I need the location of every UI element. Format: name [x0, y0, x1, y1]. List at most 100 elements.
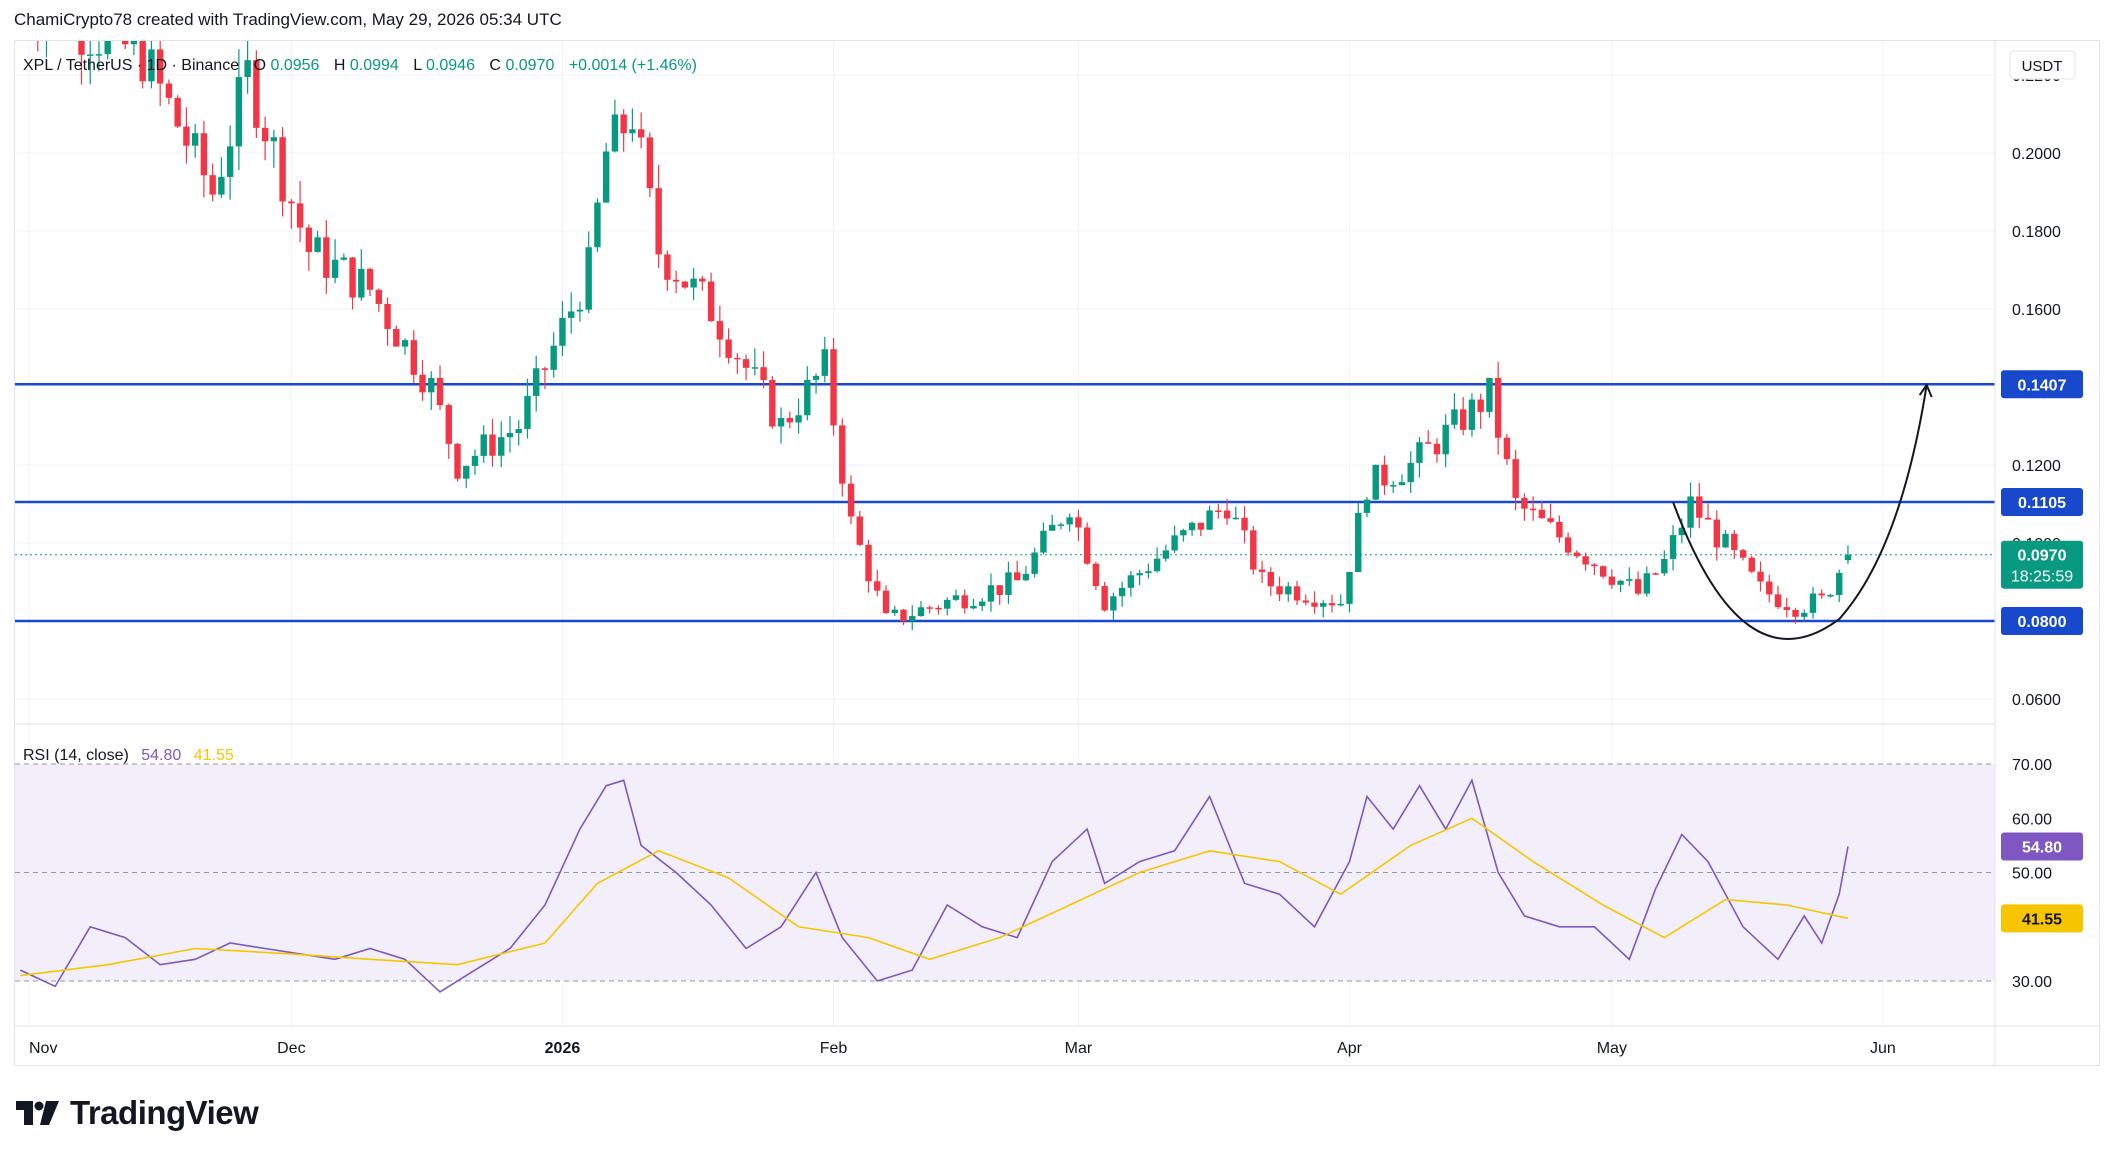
- candle[interactable]: [1425, 430, 1432, 445]
- candle[interactable]: [1573, 550, 1581, 559]
- candle[interactable]: [506, 416, 514, 453]
- candle[interactable]: [209, 163, 216, 202]
- candle[interactable]: [87, 41, 94, 85]
- candle[interactable]: [550, 332, 557, 378]
- candle[interactable]: [961, 589, 968, 614]
- candle[interactable]: [725, 328, 732, 364]
- candle[interactable]: [1591, 563, 1598, 575]
- candle[interactable]: [1267, 567, 1274, 596]
- candle[interactable]: [707, 272, 715, 322]
- candle[interactable]: [1381, 455, 1388, 496]
- candle[interactable]: [296, 181, 304, 243]
- candle[interactable]: [1599, 565, 1607, 579]
- candle[interactable]: [1818, 589, 1825, 599]
- candle[interactable]: [1538, 500, 1546, 519]
- candle[interactable]: [935, 605, 942, 615]
- candle[interactable]: [1171, 525, 1178, 554]
- candle[interactable]: [1564, 532, 1572, 556]
- candle[interactable]: [681, 280, 689, 289]
- candle[interactable]: [1215, 503, 1222, 519]
- candle[interactable]: [585, 231, 592, 314]
- candle[interactable]: [165, 79, 173, 105]
- candle[interactable]: [847, 475, 855, 525]
- candle[interactable]: [1468, 393, 1476, 437]
- time-axis[interactable]: Nov Dec 2026 Feb Mar Apr May Jun: [29, 1040, 1896, 1057]
- candle[interactable]: [1337, 594, 1344, 607]
- candle[interactable]: [987, 573, 995, 612]
- candle[interactable]: [699, 276, 706, 291]
- candle[interactable]: [1512, 449, 1519, 511]
- candle[interactable]: [148, 41, 155, 89]
- candle[interactable]: [996, 585, 1003, 605]
- candle[interactable]: [1127, 570, 1135, 597]
- candle[interactable]: [358, 249, 365, 301]
- candle[interactable]: [1013, 560, 1021, 581]
- candle[interactable]: [218, 157, 225, 198]
- candle[interactable]: [235, 49, 243, 171]
- candle[interactable]: [629, 108, 636, 142]
- candle[interactable]: [1390, 481, 1397, 493]
- candle[interactable]: [1801, 609, 1808, 622]
- candle[interactable]: [489, 418, 496, 467]
- candle[interactable]: [533, 355, 540, 412]
- candle[interactable]: [1241, 506, 1248, 544]
- candle[interactable]: [480, 425, 487, 463]
- candle[interactable]: [1101, 582, 1108, 612]
- candle[interactable]: [952, 589, 960, 601]
- candle[interactable]: [944, 597, 951, 616]
- candle[interactable]: [375, 288, 382, 312]
- candle[interactable]: [78, 41, 85, 85]
- candle[interactable]: [174, 95, 181, 128]
- candle[interactable]: [1083, 522, 1091, 565]
- candle[interactable]: [1783, 597, 1790, 618]
- candle[interactable]: [559, 301, 566, 357]
- candle[interactable]: [393, 325, 400, 347]
- candle[interactable]: [1757, 561, 1764, 592]
- chart-canvas[interactable]: 0.22000.20000.18000.16000.12000.10000.06…: [15, 41, 2101, 1067]
- candle[interactable]: [1302, 594, 1309, 606]
- candle[interactable]: [515, 420, 522, 446]
- candle[interactable]: [1407, 451, 1414, 494]
- candle[interactable]: [830, 337, 837, 436]
- candle[interactable]: [1276, 576, 1283, 602]
- candle[interactable]: [1494, 361, 1502, 455]
- candle[interactable]: [1442, 414, 1449, 468]
- candle[interactable]: [646, 132, 654, 198]
- candle[interactable]: [1433, 438, 1441, 463]
- candle[interactable]: [1547, 503, 1554, 524]
- candle[interactable]: [1704, 503, 1712, 520]
- candle[interactable]: [384, 297, 391, 346]
- candle[interactable]: [900, 609, 907, 625]
- candle[interactable]: [1582, 552, 1589, 571]
- candle[interactable]: [1836, 569, 1843, 603]
- candle[interactable]: [323, 220, 330, 294]
- candle[interactable]: [183, 107, 190, 164]
- candle[interactable]: [1459, 397, 1467, 436]
- candle[interactable]: [1346, 571, 1353, 613]
- candle[interactable]: [839, 418, 846, 497]
- candle[interactable]: [1739, 548, 1747, 561]
- candle[interactable]: [279, 127, 286, 217]
- candle[interactable]: [1687, 482, 1694, 538]
- candle[interactable]: [1258, 560, 1266, 583]
- candle[interactable]: [270, 129, 278, 168]
- candle[interactable]: [576, 301, 584, 322]
- candle[interactable]: [305, 224, 313, 271]
- candle[interactable]: [43, 41, 49, 58]
- candle[interactable]: [655, 164, 662, 268]
- candle[interactable]: [760, 351, 767, 388]
- candle[interactable]: [1617, 579, 1624, 593]
- candle[interactable]: [471, 449, 479, 475]
- candle[interactable]: [454, 442, 461, 482]
- candle[interactable]: [1180, 528, 1187, 542]
- candle[interactable]: [1162, 544, 1170, 562]
- candle[interactable]: [1005, 561, 1012, 604]
- candle[interactable]: [1827, 593, 1834, 598]
- candle[interactable]: [1503, 434, 1511, 465]
- candle[interactable]: [419, 360, 426, 401]
- candle[interactable]: [1696, 483, 1703, 529]
- main-legend[interactable]: XPL / TetherUS · 1D · Binance O 0.0956 H…: [23, 57, 697, 74]
- candle[interactable]: [541, 366, 549, 390]
- candle[interactable]: [1486, 377, 1493, 418]
- candle[interactable]: [191, 124, 199, 158]
